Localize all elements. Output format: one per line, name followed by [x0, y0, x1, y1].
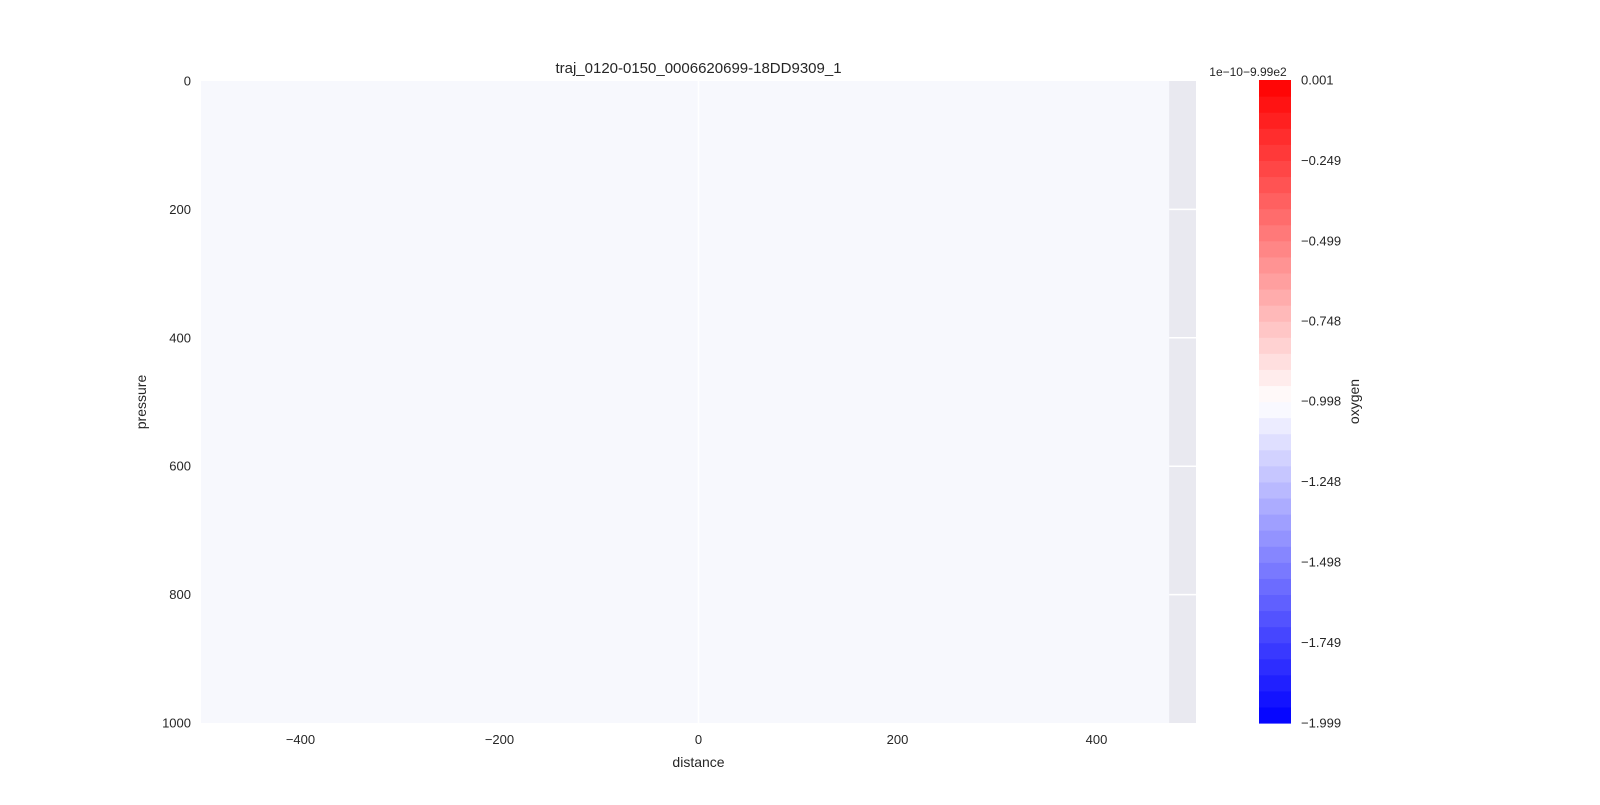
colorbar-level: [1259, 594, 1291, 612]
colorbar-level: [1259, 176, 1291, 194]
colorbar-level: [1259, 546, 1291, 563]
colorbar: 0.001 −0.249 −0.499 −0.748 −0.998 −1.248 −1.49…: [1259, 73, 1341, 731]
colorbar-level: [1259, 690, 1291, 708]
colorbar-level: [1259, 337, 1291, 354]
colorbar-level: [1259, 128, 1291, 145]
colorbar-level: [1259, 305, 1291, 322]
colorbar-tick-label: −0.249: [1301, 153, 1341, 168]
x-tick-label: 0: [695, 732, 702, 747]
colorbar-level: [1259, 417, 1291, 435]
colorbar-tick-label: −1.999: [1301, 716, 1341, 731]
colorbar-level: [1259, 240, 1291, 258]
colorbar-tick-label: −0.499: [1301, 233, 1341, 248]
y-tick-label: 1000: [162, 716, 191, 731]
x-tick-label: 200: [887, 732, 909, 747]
colorbar-tick-label: 0.001: [1301, 73, 1334, 88]
colorbar-tick-label: −0.998: [1301, 394, 1341, 409]
plot-area: [201, 81, 1196, 723]
colorbar-level: [1259, 497, 1291, 515]
colorbar-level: [1259, 112, 1291, 129]
colorbar-level: [1259, 674, 1291, 692]
y-tick-label: 600: [169, 459, 191, 474]
colorbar-level: [1259, 481, 1291, 499]
colorbar-level: [1259, 658, 1291, 676]
colorbar-level: [1259, 256, 1291, 274]
colorbar-level: [1259, 288, 1291, 306]
colorbar-level: [1259, 208, 1291, 226]
y-tick-label: 200: [169, 202, 191, 217]
colorbar-level: [1259, 626, 1291, 644]
colorbar-tick-label: −1.749: [1301, 635, 1341, 650]
colorbar-level: [1259, 433, 1291, 451]
x-tick-label: −200: [485, 732, 514, 747]
x-tick-label: 400: [1086, 732, 1108, 747]
colorbar-level: [1259, 160, 1291, 178]
colorbar-level: [1259, 224, 1291, 242]
colorbar-level: [1259, 642, 1291, 660]
colorbar-level: [1259, 80, 1291, 97]
colorbar-offset-text: 1e−10−9.99e2: [1209, 65, 1287, 79]
y-tick-label: 0: [184, 74, 191, 89]
chart-title: traj_0120-0150_0006620699-18DD9309_1: [555, 60, 841, 77]
colorbar-level: [1259, 562, 1291, 579]
colorbar-level: [1259, 530, 1291, 547]
colorbar-level: [1259, 321, 1291, 338]
colorbar-tick-label: −0.748: [1301, 313, 1341, 328]
colorbar-level: [1259, 610, 1291, 628]
x-axis-label: distance: [672, 754, 724, 770]
colorbar-label: oxygen: [1346, 379, 1362, 424]
y-axis-label: pressure: [133, 375, 149, 430]
colorbar-level: [1259, 369, 1291, 387]
y-tick-label: 400: [169, 330, 191, 345]
colorbar-level: [1259, 385, 1291, 403]
colorbar-level: [1259, 144, 1291, 161]
oxygen-field: [201, 81, 1170, 723]
x-tick-label: −400: [286, 732, 315, 747]
colorbar-level: [1259, 578, 1291, 595]
y-tick-label: 800: [169, 587, 191, 602]
colorbar-level: [1259, 192, 1291, 210]
colorbar-level: [1259, 401, 1291, 419]
colorbar-level: [1259, 514, 1291, 531]
colorbar-tick-label: −1.248: [1301, 474, 1341, 489]
colorbar-level: [1259, 465, 1291, 483]
colorbar-level: [1259, 353, 1291, 370]
colorbar-level: [1259, 272, 1291, 290]
colorbar-level: [1259, 706, 1291, 724]
colorbar-level: [1259, 449, 1291, 467]
colorbar-level: [1259, 96, 1291, 113]
colorbar-tick-label: −1.498: [1301, 554, 1341, 569]
